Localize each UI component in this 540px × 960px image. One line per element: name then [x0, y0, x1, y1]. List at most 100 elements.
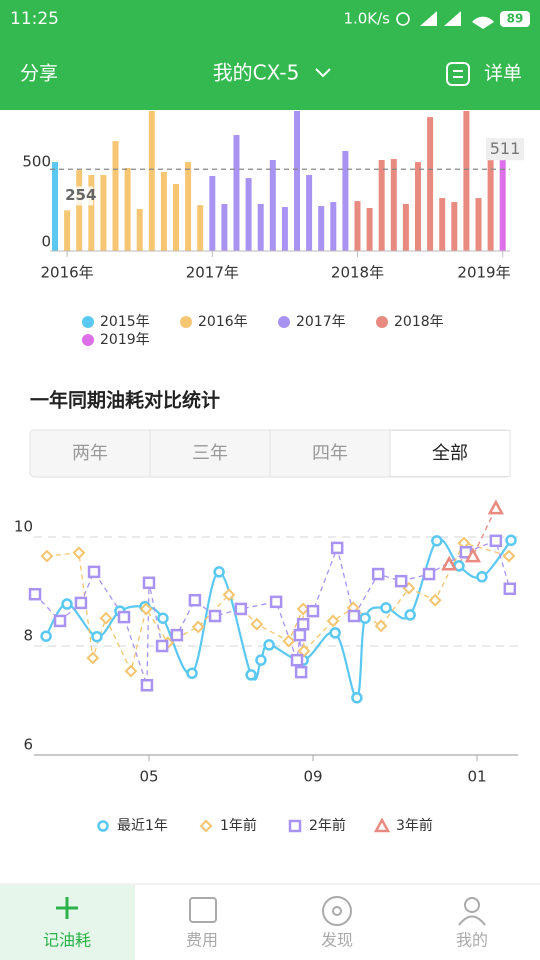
point — [359, 612, 371, 624]
x-tick-label: 01 — [467, 768, 486, 786]
bar — [148, 111, 155, 251]
bar — [76, 170, 83, 251]
bar — [136, 209, 143, 251]
y-tick-label: 8 — [23, 627, 33, 645]
bar — [209, 175, 216, 251]
point — [282, 634, 296, 648]
point — [374, 619, 388, 633]
point — [294, 665, 308, 679]
point — [213, 566, 225, 578]
share-button[interactable]: 分享 — [20, 63, 58, 85]
nav-item[interactable]: 我的 — [456, 931, 488, 950]
point — [428, 593, 442, 607]
bar — [112, 141, 119, 251]
point — [394, 574, 408, 588]
point — [293, 628, 307, 642]
bar — [124, 167, 131, 251]
legend-label: 2年前 — [309, 817, 346, 834]
point — [329, 627, 341, 639]
bar — [330, 202, 337, 251]
bar — [499, 158, 506, 251]
x-tick-label: 05 — [139, 768, 158, 786]
wallet-icon — [189, 897, 217, 923]
point — [86, 651, 100, 665]
line — [46, 542, 510, 674]
status-time: 11:25 — [10, 9, 59, 29]
battery-icon — [500, 11, 530, 27]
point — [140, 678, 154, 692]
legend-marker — [97, 820, 109, 832]
point — [380, 602, 392, 614]
x-tick-label: 09 — [303, 768, 322, 786]
point — [155, 639, 169, 653]
user-icon-head — [464, 897, 480, 913]
bar — [257, 203, 264, 251]
car-title[interactable]: 我的CX-5 — [213, 61, 300, 85]
tabs: 两年 三年 四年 全部 — [29, 429, 511, 478]
bar — [64, 210, 71, 251]
point — [371, 567, 385, 581]
bar — [281, 207, 288, 251]
point — [87, 565, 101, 579]
signal-icon — [444, 11, 461, 26]
x-tick-label: 2019年 — [457, 264, 510, 282]
legend-marker — [180, 316, 192, 328]
tab[interactable]: 三年 — [192, 443, 228, 464]
point — [139, 602, 153, 616]
point — [28, 587, 42, 601]
bar — [306, 175, 313, 251]
tab[interactable]: 两年 — [72, 443, 108, 464]
legend-label: 最近1年 — [117, 818, 168, 834]
point — [487, 499, 504, 515]
bar — [463, 111, 470, 251]
point — [297, 644, 311, 658]
bar — [294, 111, 300, 251]
point — [191, 620, 205, 634]
bar-chart — [52, 111, 506, 251]
bar — [390, 159, 397, 251]
tab[interactable]: 四年 — [312, 443, 348, 464]
legend-label: 1年前 — [220, 817, 257, 834]
point — [255, 654, 267, 666]
bar — [366, 207, 373, 251]
point — [503, 582, 517, 596]
nav-item[interactable]: 发现 — [321, 931, 353, 950]
point — [441, 555, 458, 571]
value-label: 254 — [65, 186, 96, 204]
nav-item[interactable]: 记油耗 — [43, 931, 91, 950]
bar — [402, 203, 409, 251]
bar — [415, 162, 421, 251]
point — [53, 614, 67, 628]
point — [250, 617, 264, 631]
bar — [354, 201, 361, 251]
bar — [185, 162, 192, 251]
point — [124, 664, 138, 678]
x-tick-label: 2016年 — [41, 264, 94, 282]
reference-label: 511 — [490, 139, 521, 158]
bar — [269, 159, 276, 251]
detail-button[interactable]: 详单 — [484, 63, 522, 85]
section-title: 一年同期油耗对比统计 — [30, 389, 220, 412]
point — [296, 617, 310, 631]
point — [74, 596, 88, 610]
point — [188, 593, 202, 607]
legend-label: 2019年 — [100, 332, 150, 348]
bar — [173, 183, 179, 251]
point — [489, 534, 503, 548]
point — [99, 611, 113, 625]
line — [45, 538, 512, 699]
point — [431, 535, 443, 547]
nav-item[interactable]: 费用 — [186, 931, 218, 950]
tab[interactable]: 全部 — [432, 443, 468, 464]
value-label-bg — [63, 186, 94, 206]
bar — [342, 151, 349, 251]
point — [505, 534, 517, 547]
point — [117, 610, 131, 624]
legend-label: 2016年 — [198, 314, 248, 330]
header-bg — [0, 0, 540, 110]
point — [186, 667, 198, 679]
legend-marker — [199, 819, 213, 833]
bar — [52, 162, 58, 251]
